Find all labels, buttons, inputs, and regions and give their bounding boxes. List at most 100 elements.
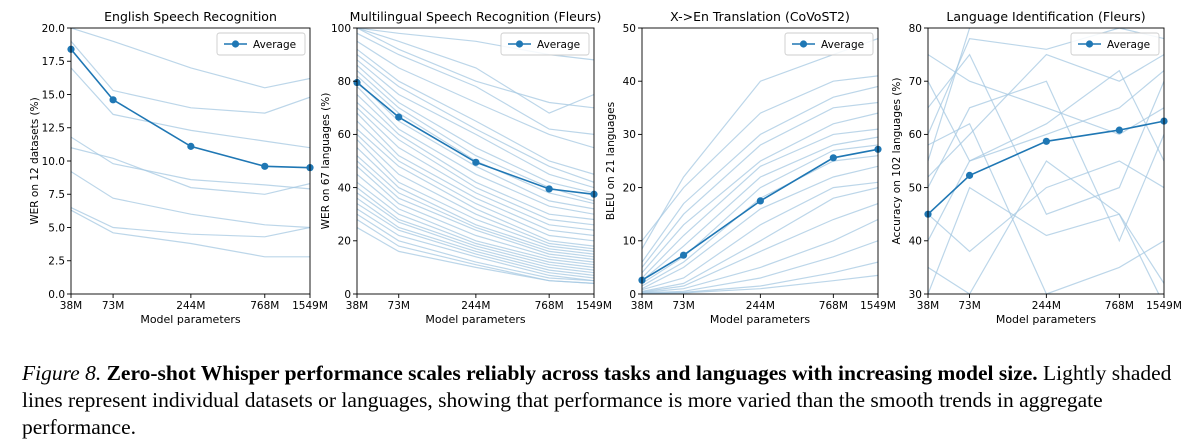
chart-title: English Speech Recognition: [104, 9, 277, 24]
background-line-10: [642, 165, 878, 290]
average-point-244M: [1042, 137, 1050, 145]
background-line-2: [357, 28, 594, 114]
x-tick-label-244M: 244M: [1032, 300, 1061, 312]
legend-box: [500, 32, 590, 56]
background-line-28: [357, 187, 594, 271]
background-line-5: [71, 147, 310, 195]
background-line-13: [642, 203, 878, 293]
legend-marker: [1085, 40, 1094, 48]
x-tick-label-768M: 768M: [819, 300, 848, 312]
y-axis-label: BLEU on 21 languages: [605, 102, 617, 220]
y-tick-label: 40: [623, 76, 636, 88]
background-line-35: [357, 226, 594, 284]
background-line-1: [928, 28, 974, 162]
background-line-2: [928, 28, 1164, 135]
legend-box: [784, 32, 874, 56]
y-tick-label: 0: [344, 289, 351, 301]
background-line-3: [642, 85, 878, 263]
x-tick-label-1549M: 1549M: [860, 300, 896, 312]
background-line-18: [357, 120, 594, 242]
x-tick-label-768M: 768M: [1105, 300, 1134, 312]
background-line-3: [71, 67, 310, 149]
background-line-15: [642, 240, 878, 294]
background-line-1: [71, 28, 310, 89]
legend: Average: [1070, 32, 1160, 56]
background-line-15: [357, 102, 594, 226]
background-line-2: [642, 75, 878, 242]
chart-panel-4: 38M 73M 244M 768M 1549M 30 40 50 60 70 80 Language …: [891, 9, 1182, 326]
background-line-33: [357, 213, 594, 282]
y-tick-label: 15.0: [42, 89, 65, 101]
background-line-10: [928, 122, 1164, 294]
legend-marker: [799, 40, 808, 48]
x-tick-label-768M: 768M: [535, 300, 564, 312]
y-tick-label: 0.0: [48, 289, 65, 301]
background-lines: [71, 28, 310, 258]
background-line-6: [357, 48, 594, 175]
y-tick-label: 30: [909, 289, 922, 301]
chart-panel-2: 38M 73M 244M 768M 1549M 0 20 40 60 80 100Multiling…: [320, 9, 612, 326]
y-tick-label: 50: [623, 23, 636, 35]
average-point-73M: [395, 113, 403, 121]
background-line-14: [357, 94, 594, 221]
background-line-8: [357, 59, 594, 189]
background-line-1: [357, 28, 594, 61]
y-tick-label: 70: [909, 76, 922, 88]
y-tick-label: 80: [338, 76, 351, 88]
background-line-9: [928, 160, 1164, 253]
background-line-21: [357, 139, 594, 252]
background-line-8: [71, 209, 310, 258]
legend-label: Average: [537, 39, 580, 51]
background-line-17: [357, 112, 594, 237]
y-tick-label: 40: [909, 236, 922, 248]
x-tick-label-244M: 244M: [176, 300, 205, 312]
background-line-10: [357, 70, 594, 202]
chart-title: X->En Translation (CoVoST2): [670, 9, 850, 24]
chart-title: Multilingual Speech Recognition (Fleurs): [350, 9, 602, 24]
background-line-8: [642, 144, 878, 284]
background-line-8: [928, 186, 1160, 294]
caption-rest: Lightly shaded lines represent individua…: [22, 361, 1172, 439]
background-line-7: [71, 207, 310, 238]
background-line-12: [357, 80, 594, 210]
x-tick-label-73M: 73M: [102, 300, 124, 312]
y-tick-label: 0: [629, 289, 636, 301]
background-line-12: [642, 187, 878, 292]
y-tick-label: 60: [909, 129, 922, 141]
background-line-4: [928, 53, 1164, 215]
x-tick-label-73M: 73M: [388, 300, 410, 312]
y-axis-label: WER on 67 languages (%): [320, 93, 332, 230]
background-line-6: [642, 128, 878, 279]
x-tick-label-38M: 38M: [346, 300, 368, 312]
background-lines: [357, 28, 594, 284]
y-tick-label: 2.5: [48, 256, 65, 268]
legend: Average: [784, 32, 874, 56]
y-tick-label: 17.5: [42, 56, 65, 68]
x-tick-label-73M: 73M: [958, 300, 980, 312]
background-line-20: [357, 133, 594, 250]
background-line-12: [928, 53, 1164, 178]
average-point-244M: [187, 142, 195, 150]
legend-box: [1070, 32, 1160, 56]
legend-box: [216, 32, 306, 56]
background-line-2: [71, 40, 310, 114]
x-tick-label-38M: 38M: [631, 300, 653, 312]
average-point-768M: [545, 185, 553, 193]
background-line-30: [357, 197, 594, 276]
background-line-11: [642, 181, 878, 291]
legend-label: Average: [821, 39, 864, 51]
background-line-4: [357, 32, 594, 135]
background-line-13: [357, 86, 594, 215]
caption-lead: Figure 8.: [22, 361, 107, 385]
background-line-7: [928, 160, 1164, 294]
x-tick-label-244M: 244M: [746, 300, 775, 312]
x-axis-label: Model parameters: [140, 313, 241, 326]
y-axis-label: WER on 12 datasets (%): [29, 97, 41, 224]
background-line-29: [357, 192, 594, 274]
background-line-23: [357, 155, 594, 258]
x-tick-label-1549M: 1549M: [1146, 300, 1182, 312]
y-tick-label: 7.5: [48, 189, 65, 201]
chart-panel-3: 38M 73M 244M 768M 1549M 0 10 20 30 40 50 X->En Tran…: [605, 9, 896, 326]
y-tick-label: 80: [909, 23, 922, 35]
legend-label: Average: [253, 39, 296, 51]
